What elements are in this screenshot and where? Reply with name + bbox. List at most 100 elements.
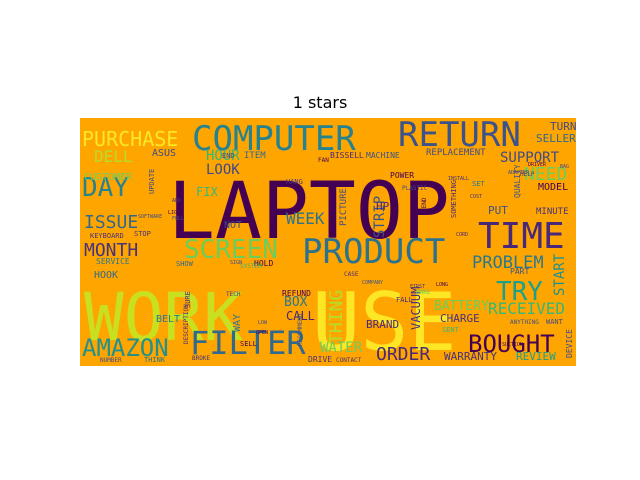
- word-item: ITEM: [244, 151, 266, 161]
- word-order: ORDER: [376, 344, 430, 365]
- word-laptop: LAPTOP: [168, 167, 450, 257]
- word-thing: THING: [326, 290, 347, 344]
- word-turn: TURN: [550, 120, 576, 133]
- word-hang: HANG: [286, 178, 303, 186]
- word-product: PRODUCT: [302, 232, 445, 272]
- word-not: NOT: [224, 220, 242, 231]
- word-send: SEND: [421, 197, 428, 212]
- word-hp: HP: [376, 200, 390, 213]
- word-sure: SURE: [184, 291, 192, 308]
- word-stop: STOP: [134, 230, 151, 238]
- word-fix: FIX: [196, 185, 218, 199]
- word-adapter: ADAPTER: [508, 170, 530, 176]
- word-customer: CUSTOMER: [84, 172, 133, 183]
- word-vacuum: VACUUM: [409, 287, 423, 330]
- word-computer: COMPUTER: [192, 119, 356, 159]
- word-set: SET: [472, 180, 485, 188]
- word-problem: PROBLEM: [472, 253, 544, 273]
- word-show: SHOW: [176, 260, 194, 268]
- word-think: THINK: [144, 356, 166, 364]
- word-week: WEEK: [286, 209, 325, 228]
- word-try: TRY: [496, 277, 543, 307]
- word-low: LOW: [258, 320, 268, 326]
- word-make: MAKE: [416, 289, 431, 296]
- word-hold: HOLD: [254, 259, 273, 268]
- word-service: SERVICE: [96, 257, 130, 266]
- word-asus: ASUS: [152, 148, 176, 159]
- word-purchase: PURCHASE: [82, 127, 178, 151]
- word-power: POWER: [390, 171, 414, 180]
- word-replacement: REPLACEMENT: [426, 148, 486, 158]
- word-suction: SUCTION: [502, 342, 523, 348]
- word-seller: SELLER: [536, 132, 576, 145]
- word-water: WATER: [320, 340, 363, 356]
- word-something: SOMETHING: [450, 180, 458, 218]
- word-dell: DELL: [94, 147, 133, 166]
- word-open: OPEN: [256, 330, 268, 336]
- word-software: SOFTWARE: [138, 214, 162, 220]
- word-sent: SENT: [442, 326, 460, 334]
- word-way: WAY: [232, 314, 243, 332]
- word-plastic: PLASTIC: [402, 185, 428, 192]
- word-bought: BOUGHT: [468, 330, 555, 358]
- word-help: HELP: [520, 171, 535, 178]
- word-description: DESCRIPTION: [183, 304, 190, 344]
- word-review: REVIEW: [516, 350, 556, 363]
- word-first: FIRST: [410, 284, 425, 290]
- word-case: CASE: [344, 271, 359, 278]
- word-support: SUPPORT: [500, 150, 560, 166]
- word-box: BOX: [284, 295, 308, 310]
- word-day: DAY: [82, 173, 129, 203]
- word-end: END: [222, 152, 235, 160]
- word-cord: CORD: [456, 232, 468, 238]
- word-month: MONTH: [84, 240, 138, 261]
- word-refund: REFUND: [282, 289, 311, 298]
- word-contact: CONTACT: [336, 357, 362, 364]
- word-part: PART: [510, 267, 529, 276]
- word-broke: BROKE: [192, 355, 210, 362]
- word-fall: FALL: [396, 296, 413, 304]
- word-minute: MINUTE: [536, 207, 569, 217]
- word-cost: COST: [470, 194, 482, 200]
- word-brand: BRAND: [366, 318, 399, 331]
- word-driver: DRIVER: [528, 162, 547, 168]
- word-update: UPDATE: [148, 169, 156, 194]
- word-machine: MACHINE: [366, 151, 400, 160]
- word-bissell: BISSELL: [330, 151, 364, 160]
- word-install: INSTALL: [448, 176, 469, 182]
- word-light: LIGHT: [168, 210, 183, 216]
- word-work: WORK: [84, 279, 243, 356]
- word-long: LONG: [436, 282, 448, 288]
- word-sign: SIGN: [230, 260, 242, 266]
- word-put: PUT: [488, 204, 508, 217]
- word-sell: SELL: [240, 340, 257, 348]
- word-amazon: AMAZON: [82, 334, 169, 362]
- word-anything: ANYTHING: [510, 319, 539, 326]
- word-strip: STRIP: [372, 196, 388, 238]
- word-hour: HOUR: [206, 148, 240, 164]
- word-charge: CHARGE: [440, 312, 480, 325]
- word-drive: DRIVE: [308, 355, 332, 364]
- word-filter: FILTER: [190, 324, 306, 362]
- word-call: CALL: [286, 309, 315, 323]
- word-bag: BAG: [560, 164, 569, 170]
- word-want: WANT: [546, 318, 564, 326]
- word-use: USE: [312, 276, 457, 366]
- word-system: SYSTEM: [240, 263, 262, 270]
- word-model: MODEL: [538, 182, 568, 193]
- word-tech: TECH: [226, 291, 241, 298]
- word-keyboard: KEYBOARD: [90, 232, 124, 240]
- word-warranty: WARRANTY: [444, 350, 497, 363]
- word-number: NUMBER: [100, 357, 122, 364]
- word-fan: FAN: [318, 157, 329, 164]
- word-quality: QUALITY: [513, 164, 522, 198]
- word-device: DEVICE: [565, 329, 574, 358]
- word-return: RETURN: [398, 118, 521, 155]
- word-look: LOOK: [206, 162, 240, 178]
- word-recommend: RECOMMEND: [297, 313, 304, 346]
- word-hook: HOOK: [94, 270, 118, 281]
- word-time: TIME: [478, 216, 565, 257]
- word-screen: SCREEN: [184, 235, 278, 265]
